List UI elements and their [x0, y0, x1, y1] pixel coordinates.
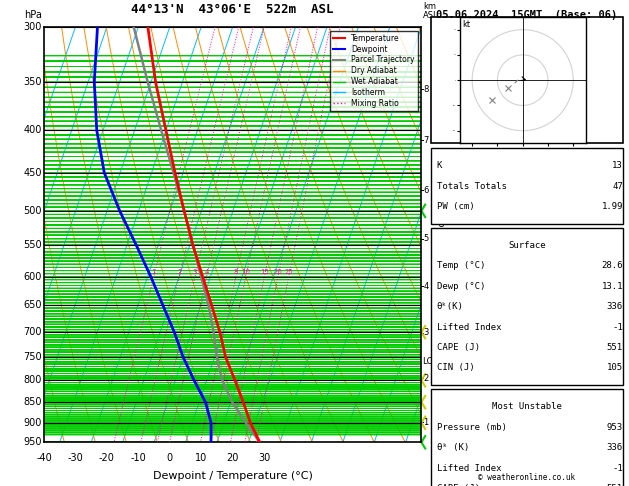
Text: 300: 300: [24, 22, 42, 32]
Text: 6: 6: [423, 186, 429, 194]
Text: Pressure (mb): Pressure (mb): [437, 423, 507, 432]
Text: 336: 336: [607, 302, 623, 311]
Text: 650: 650: [24, 300, 42, 311]
Bar: [431, 228, 623, 385]
Text: 953: 953: [607, 423, 623, 432]
Text: Totals Totals: Totals Totals: [437, 182, 507, 191]
Text: θᵏ (K): θᵏ (K): [437, 443, 469, 452]
Text: CAPE (J): CAPE (J): [437, 484, 480, 486]
Text: -10: -10: [130, 452, 147, 463]
Text: 350: 350: [24, 77, 42, 87]
Text: LCL: LCL: [422, 357, 437, 366]
Bar: [431, 17, 623, 143]
Text: Lifted Index: Lifted Index: [437, 464, 501, 472]
Text: 8: 8: [423, 85, 429, 94]
Text: Lifted Index: Lifted Index: [437, 323, 501, 331]
Text: 1: 1: [423, 418, 428, 427]
Text: 550: 550: [23, 240, 42, 250]
Text: 850: 850: [24, 397, 42, 407]
Text: 10: 10: [195, 452, 208, 463]
Text: 47: 47: [612, 182, 623, 191]
Text: PW (cm): PW (cm): [437, 202, 474, 211]
Text: 500: 500: [24, 206, 42, 216]
Text: Dewpoint / Temperature (°C): Dewpoint / Temperature (°C): [153, 471, 313, 481]
Text: -30: -30: [67, 452, 84, 463]
Text: 700: 700: [24, 327, 42, 337]
Text: 900: 900: [24, 418, 42, 428]
Text: 13: 13: [612, 161, 623, 170]
Text: 551: 551: [607, 343, 623, 352]
Text: 336: 336: [607, 443, 623, 452]
Text: Most Unstable: Most Unstable: [492, 402, 562, 411]
Text: km
ASL: km ASL: [423, 2, 439, 20]
Text: -1: -1: [612, 323, 623, 331]
Text: 7: 7: [423, 136, 429, 145]
Text: Surface: Surface: [508, 241, 545, 250]
Text: 450: 450: [24, 168, 42, 178]
Text: 600: 600: [24, 272, 42, 281]
Text: 28.6: 28.6: [601, 261, 623, 270]
Text: 25: 25: [284, 269, 293, 275]
Text: θᵏ(K): θᵏ(K): [437, 302, 464, 311]
Text: 105: 105: [607, 364, 623, 372]
Text: CAPE (J): CAPE (J): [437, 343, 480, 352]
Text: 750: 750: [23, 352, 42, 362]
Bar: [431, 389, 623, 486]
Text: 3: 3: [423, 328, 429, 337]
Text: -40: -40: [36, 452, 52, 463]
Text: 5: 5: [423, 234, 428, 243]
Text: Mixing Ratio (g/kg): Mixing Ratio (g/kg): [438, 191, 447, 278]
Text: 15: 15: [260, 269, 269, 275]
Text: kt: kt: [462, 19, 470, 29]
Text: 20: 20: [274, 269, 282, 275]
Text: CIN (J): CIN (J): [437, 364, 474, 372]
Text: 551: 551: [607, 484, 623, 486]
Text: K: K: [437, 161, 442, 170]
Text: 0: 0: [167, 452, 173, 463]
Text: 3: 3: [192, 269, 198, 275]
Text: Temp (°C): Temp (°C): [437, 261, 485, 270]
Text: 4: 4: [204, 269, 209, 275]
Text: 1.99: 1.99: [601, 202, 623, 211]
Text: 2: 2: [177, 269, 181, 275]
Text: 05.06.2024  15GMT  (Base: 06): 05.06.2024 15GMT (Base: 06): [436, 10, 618, 20]
Text: 800: 800: [24, 375, 42, 385]
Text: -20: -20: [99, 452, 115, 463]
Text: 20: 20: [226, 452, 239, 463]
Text: 400: 400: [24, 125, 42, 136]
Text: 8: 8: [234, 269, 238, 275]
Text: © weatheronline.co.uk: © weatheronline.co.uk: [478, 473, 576, 482]
Text: 10: 10: [242, 269, 250, 275]
Text: 2: 2: [423, 374, 428, 382]
Text: 950: 950: [24, 437, 42, 447]
Text: 13.1: 13.1: [601, 282, 623, 291]
Text: 44°13'N  43°06'E  522m  ASL: 44°13'N 43°06'E 522m ASL: [131, 3, 334, 17]
Text: hPa: hPa: [25, 11, 42, 20]
Bar: [431, 148, 623, 224]
Text: -1: -1: [612, 464, 623, 472]
Text: 4: 4: [423, 281, 428, 291]
Legend: Temperature, Dewpoint, Parcel Trajectory, Dry Adiabat, Wet Adiabat, Isotherm, Mi: Temperature, Dewpoint, Parcel Trajectory…: [330, 31, 418, 111]
Text: 30: 30: [258, 452, 270, 463]
Text: Dewp (°C): Dewp (°C): [437, 282, 485, 291]
Text: 1: 1: [152, 269, 156, 275]
